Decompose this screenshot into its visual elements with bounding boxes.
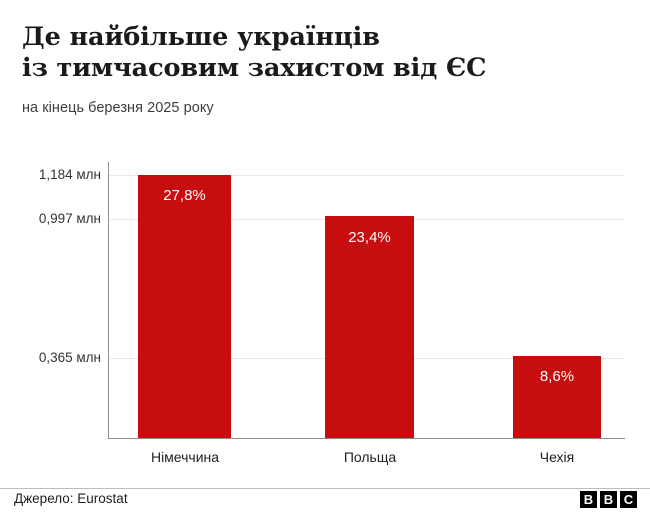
chart-header: Де найбільше українців із тимчасовим зах… xyxy=(22,22,622,116)
chart-subtitle: на кінець березня 2025 року xyxy=(22,100,214,116)
bar-value-czechia: 8,6% xyxy=(539,368,575,385)
x-axis-line xyxy=(108,438,625,439)
x-tick-label-czechia: Чехія xyxy=(539,449,575,465)
page-title: Де найбільше українців із тимчасовим зах… xyxy=(22,22,487,83)
bar-germany[interactable] xyxy=(138,175,231,438)
x-tick-label-poland: Польща xyxy=(343,449,397,465)
bar-czechia[interactable] xyxy=(513,356,601,438)
bar-poland[interactable] xyxy=(325,216,414,438)
gridline-0365 xyxy=(108,358,625,359)
source-attribution: Джерело: Eurostat xyxy=(14,491,128,506)
y-tick-label-3: 0,365 млн xyxy=(38,350,101,365)
y-axis-line xyxy=(108,162,109,439)
gridline-1184 xyxy=(108,175,625,176)
bbc-logo-letter-b1: B xyxy=(580,491,597,508)
bbc-logo-letter-b2: B xyxy=(600,491,617,508)
bar-value-germany: 27,8% xyxy=(163,187,206,204)
bar-value-poland: 23,4% xyxy=(348,229,391,246)
x-tick-label-germany: Німеччина xyxy=(150,449,220,465)
y-tick-label-2: 0,997 млн xyxy=(38,211,101,226)
y-tick-label-1: 1,184 млн xyxy=(38,167,101,182)
footer-divider xyxy=(0,488,650,489)
bbc-logo: B B C xyxy=(580,491,637,508)
bbc-logo-letter-c: C xyxy=(620,491,637,508)
gridline-0997 xyxy=(108,219,625,220)
